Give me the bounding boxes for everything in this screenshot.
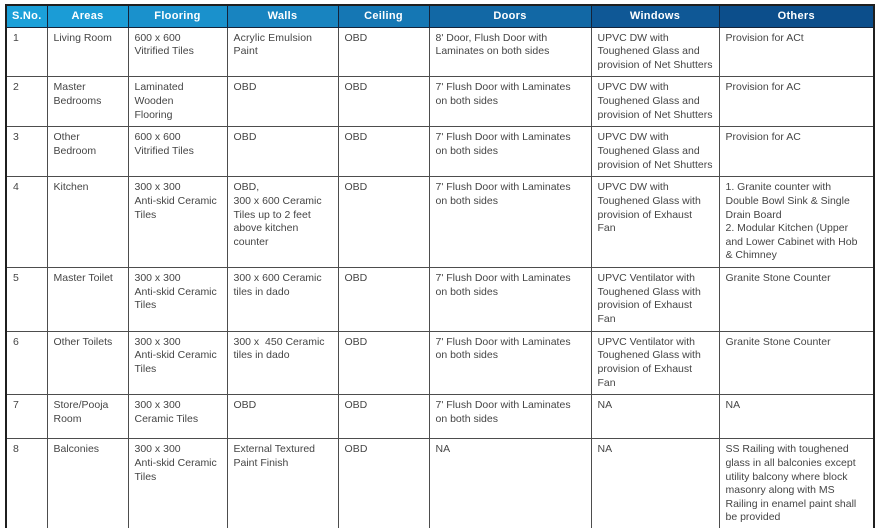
cell-area: Store/Pooja Room bbox=[46, 394, 129, 440]
cell-walls: OBD, 300 x 600 Ceramic Tiles up to 2 fee… bbox=[226, 176, 339, 269]
table-row-store-pooja-room: 7 Store/Pooja Room 300 x 300 Ceramic Til… bbox=[5, 394, 875, 440]
cell-windows: UPVC DW with Toughened Glass and provisi… bbox=[590, 76, 720, 128]
header-cell-sno: S.No. bbox=[5, 4, 48, 28]
cell-windows: UPVC DW with Toughened Glass and provisi… bbox=[590, 26, 720, 78]
cell-flooring: 300 x 300 Anti-skid Ceramic Tiles bbox=[127, 267, 228, 332]
cell-ceiling: OBD bbox=[337, 267, 430, 332]
cell-area: Balconies bbox=[46, 438, 129, 528]
cell-others: Provision for AC bbox=[718, 126, 875, 178]
specifications-table: S.No. Areas Flooring Walls Ceiling Doors… bbox=[5, 4, 875, 528]
cell-flooring: 300 x 300 Anti-skid Ceramic Tiles bbox=[127, 438, 228, 528]
cell-sno: 4 bbox=[5, 176, 48, 269]
header-cell-areas: Areas bbox=[46, 4, 129, 28]
cell-others: Provision for AC bbox=[718, 76, 875, 128]
cell-windows: UPVC Ventilator with Toughened Glass wit… bbox=[590, 267, 720, 332]
cell-doors: 7' Flush Door with Laminates on both sid… bbox=[428, 176, 592, 269]
cell-ceiling: OBD bbox=[337, 394, 430, 440]
header-cell-ceiling: Ceiling bbox=[337, 4, 430, 28]
cell-flooring: 600 x 600 Vitrified Tiles bbox=[127, 26, 228, 78]
cell-windows: NA bbox=[590, 394, 720, 440]
cell-others: Granite Stone Counter bbox=[718, 330, 875, 396]
cell-windows: NA bbox=[590, 438, 720, 528]
cell-flooring: Laminated Wooden Flooring bbox=[127, 76, 228, 128]
cell-others: Granite Stone Counter bbox=[718, 267, 875, 332]
cell-doors: NA bbox=[428, 438, 592, 528]
cell-sno: 5 bbox=[5, 267, 48, 332]
cell-area: Master Toilet bbox=[46, 267, 129, 332]
cell-others: NA bbox=[718, 394, 875, 440]
cell-doors: 7' Flush Door with Laminates on both sid… bbox=[428, 76, 592, 128]
cell-sno: 8 bbox=[5, 438, 48, 528]
cell-ceiling: OBD bbox=[337, 176, 430, 269]
cell-flooring: 300 x 300 Anti-skid Ceramic Tiles bbox=[127, 176, 228, 269]
cell-ceiling: OBD bbox=[337, 76, 430, 128]
header-cell-walls: Walls bbox=[226, 4, 339, 28]
cell-doors: 7' Flush Door with Laminates on both sid… bbox=[428, 394, 592, 440]
cell-walls: OBD bbox=[226, 76, 339, 128]
cell-flooring: 300 x 300 Ceramic Tiles bbox=[127, 394, 228, 440]
header-cell-flooring: Flooring bbox=[127, 4, 228, 28]
cell-doors: 8' Door, Flush Door with Laminates on bo… bbox=[428, 26, 592, 78]
cell-walls: OBD bbox=[226, 126, 339, 178]
table-row-other-toilets: 6 Other Toilets 300 x 300 Anti-skid Cera… bbox=[5, 330, 875, 396]
header-cell-windows: Windows bbox=[590, 4, 720, 28]
cell-doors: 7' Flush Door with Laminates on both sid… bbox=[428, 126, 592, 178]
cell-ceiling: OBD bbox=[337, 26, 430, 78]
cell-others: 1. Granite counter with Double Bowl Sink… bbox=[718, 176, 875, 269]
table-row-balconies: 8 Balconies 300 x 300 Anti-skid Ceramic … bbox=[5, 438, 875, 528]
cell-windows: UPVC DW with Toughened Glass with provis… bbox=[590, 176, 720, 269]
cell-walls: 300 x 600 Ceramic tiles in dado bbox=[226, 267, 339, 332]
header-cell-others: Others bbox=[718, 4, 875, 28]
cell-flooring: 300 x 300 Anti-skid Ceramic Tiles bbox=[127, 330, 228, 396]
cell-doors: 7' Flush Door with Laminates on both sid… bbox=[428, 267, 592, 332]
cell-others: Provision for ACt bbox=[718, 26, 875, 78]
cell-sno: 6 bbox=[5, 330, 48, 396]
cell-sno: 3 bbox=[5, 126, 48, 178]
cell-windows: UPVC DW with Toughened Glass and provisi… bbox=[590, 126, 720, 178]
table-row-master-bedrooms: 2 Master Bedrooms Laminated Wooden Floor… bbox=[5, 76, 875, 128]
cell-area: Kitchen bbox=[46, 176, 129, 269]
cell-area: Master Bedrooms bbox=[46, 76, 129, 128]
header-cell-doors: Doors bbox=[428, 4, 592, 28]
table-row-other-bedroom: 3 Other Bedroom 600 x 600 Vitrified Tile… bbox=[5, 126, 875, 178]
cell-flooring: 600 x 600 Vitrified Tiles bbox=[127, 126, 228, 178]
table-row-master-toilet: 5 Master Toilet 300 x 300 Anti-skid Cera… bbox=[5, 267, 875, 332]
cell-others: SS Railing with toughened glass in all b… bbox=[718, 438, 875, 528]
cell-area: Other Bedroom bbox=[46, 126, 129, 178]
cell-walls: 300 x 450 Ceramic tiles in dado bbox=[226, 330, 339, 396]
header-row: S.No. Areas Flooring Walls Ceiling Doors… bbox=[5, 4, 875, 28]
cell-ceiling: OBD bbox=[337, 126, 430, 178]
cell-sno: 2 bbox=[5, 76, 48, 128]
cell-sno: 7 bbox=[5, 394, 48, 440]
cell-ceiling: OBD bbox=[337, 330, 430, 396]
cell-sno: 1 bbox=[5, 26, 48, 78]
table-row-living-room: 1 Living Room 600 x 600 Vitrified Tiles … bbox=[5, 26, 875, 78]
cell-area: Living Room bbox=[46, 26, 129, 78]
table-row-kitchen: 4 Kitchen 300 x 300 Anti-skid Ceramic Ti… bbox=[5, 176, 875, 269]
cell-area: Other Toilets bbox=[46, 330, 129, 396]
cell-doors: 7' Flush Door with Laminates on both sid… bbox=[428, 330, 592, 396]
cell-walls: OBD bbox=[226, 394, 339, 440]
cell-walls: External Textured Paint Finish bbox=[226, 438, 339, 528]
cell-walls: Acrylic Emulsion Paint bbox=[226, 26, 339, 78]
cell-ceiling: OBD bbox=[337, 438, 430, 528]
cell-windows: UPVC Ventilator with Toughened Glass wit… bbox=[590, 330, 720, 396]
